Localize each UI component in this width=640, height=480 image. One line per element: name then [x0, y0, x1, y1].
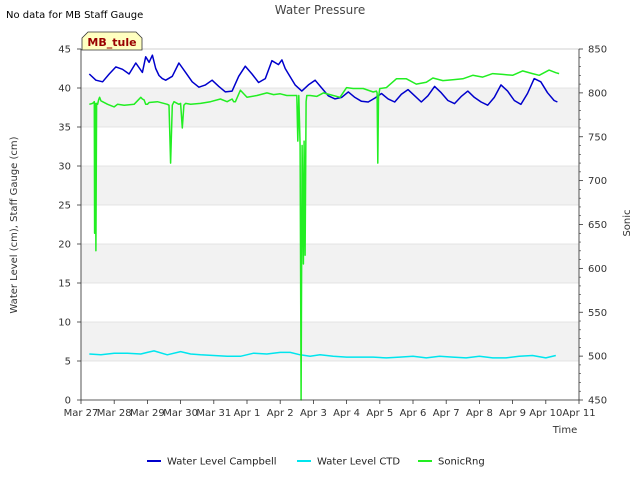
y-axis-left: 0 5 10 15 20 25 30 35 40 45 — [58, 45, 82, 407]
x-tick-label: Apr 9 — [499, 408, 526, 419]
x-tick-label: Mar 30 — [163, 408, 198, 419]
y-tick-label: 0 — [65, 396, 71, 407]
x-tick-label: Apr 7 — [433, 408, 460, 419]
plot-band — [81, 322, 579, 361]
legend-label: Water Level Campbell — [167, 457, 277, 468]
x-tick-label: Apr 11 — [562, 408, 595, 419]
x-tick-label: Apr 10 — [529, 408, 562, 419]
y2-tick-label: 850 — [588, 45, 607, 56]
series-line-water-level-campbell — [88, 54, 558, 106]
x-axis-title: Time — [552, 425, 577, 436]
y-tick-label: 40 — [58, 84, 71, 95]
legend-label: Water Level CTD — [317, 457, 400, 468]
y-tick-label: 15 — [58, 279, 71, 290]
y2-tick-label: 650 — [588, 220, 607, 231]
y2-tick-label: 500 — [588, 352, 607, 363]
station-badge-shape — [81, 31, 143, 51]
legend: Water Level Campbell Water Level CTD Sonic… — [147, 457, 485, 468]
y-tick-label: 25 — [58, 201, 71, 212]
x-tick-label: Mar 28 — [97, 408, 132, 419]
station-badge: MB_tule — [81, 31, 143, 51]
y2-tick-label: 600 — [588, 264, 607, 275]
y2-tick-label: 800 — [588, 88, 607, 99]
y-tick-label: 10 — [58, 318, 71, 329]
x-tick-label: Mar 27 — [64, 408, 99, 419]
x-tick-label: Apr 4 — [333, 408, 360, 419]
y2-tick-label: 550 — [588, 308, 607, 319]
x-tick-label: Mar 29 — [130, 408, 165, 419]
y-tick-label: 5 — [65, 357, 71, 368]
x-tick-label: Apr 8 — [466, 408, 493, 419]
x-tick-label: Apr 6 — [400, 408, 427, 419]
y-axis-right: 450 500 550 600 650 700 750 800 850 — [578, 45, 607, 407]
chart-title: Water Pressure — [275, 3, 366, 17]
series-line-sonicrng — [89, 69, 560, 401]
y2-tick-label: 450 — [588, 396, 607, 407]
plot-band — [81, 244, 579, 283]
x-tick-label: Mar 31 — [196, 408, 231, 419]
y-tick-label: 30 — [58, 162, 71, 173]
plot-background-bands — [81, 88, 579, 361]
y-tick-label: 45 — [58, 45, 71, 56]
x-tick-label: Apr 2 — [267, 408, 294, 419]
x-tick-label: Apr 3 — [300, 408, 327, 419]
series-layer — [88, 54, 560, 401]
x-tick-label: Apr 1 — [234, 408, 261, 419]
x-tick-label: Apr 5 — [366, 408, 393, 419]
station-badge-label: MB_tule — [87, 36, 136, 49]
legend-label: SonicRng — [438, 457, 485, 468]
y2-tick-label: 750 — [588, 132, 607, 143]
plot-band — [81, 166, 579, 205]
no-data-note: No data for MB Staff Gauge — [6, 10, 143, 21]
y-tick-label: 20 — [58, 240, 71, 251]
y2-tick-label: 700 — [588, 176, 607, 187]
y2-axis-title: Sonic — [622, 209, 633, 236]
y-axis-title: Water Level (cm), Staff Gauge (cm) — [9, 136, 20, 313]
y-tick-label: 35 — [58, 123, 71, 134]
series-line-water-level-ctd — [89, 350, 556, 359]
